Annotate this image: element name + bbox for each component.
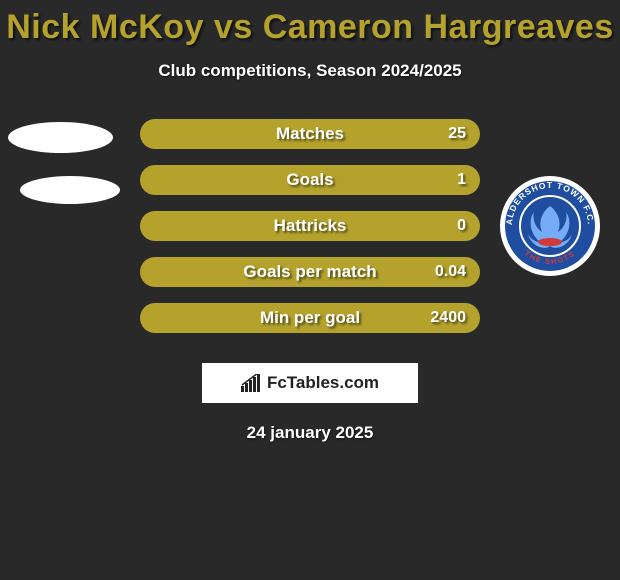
stat-row: Hattricks 0 — [0, 203, 620, 249]
bar-chart-icon — [241, 374, 263, 392]
stat-row: Goals 1 — [0, 157, 620, 203]
brand-text: FcTables.com — [267, 373, 379, 393]
stat-value: 1 — [457, 171, 466, 189]
stat-row: Matches 25 — [0, 111, 620, 157]
page-title: Nick McKoy vs Cameron Hargreaves — [0, 0, 620, 47]
subtitle: Club competitions, Season 2024/2025 — [0, 61, 620, 81]
comparison-card: Nick McKoy vs Cameron Hargreaves Club co… — [0, 0, 620, 443]
date-label: 24 january 2025 — [0, 423, 620, 443]
stat-value: 2400 — [430, 309, 466, 327]
stat-row: Min per goal 2400 — [0, 295, 620, 341]
stat-bar-hattricks: Hattricks 0 — [140, 211, 480, 241]
stat-label: Matches — [140, 124, 480, 144]
stat-bar-min-per-goal: Min per goal 2400 — [140, 303, 480, 333]
stat-label: Min per goal — [140, 308, 480, 328]
stat-row: Goals per match 0.04 — [0, 249, 620, 295]
stat-value: 0.04 — [435, 263, 466, 281]
stat-value: 25 — [448, 125, 466, 143]
stat-label: Goals — [140, 170, 480, 190]
stat-label: Hattricks — [140, 216, 480, 236]
brand-box[interactable]: FcTables.com — [202, 363, 418, 403]
stat-label: Goals per match — [140, 262, 480, 282]
stat-bar-goals-per-match: Goals per match 0.04 — [140, 257, 480, 287]
stat-bar-goals: Goals 1 — [140, 165, 480, 195]
stat-bar-matches: Matches 25 — [140, 119, 480, 149]
stat-value: 0 — [457, 217, 466, 235]
stat-rows: Matches 25 Goals 1 Hattricks 0 Goals per… — [0, 111, 620, 341]
